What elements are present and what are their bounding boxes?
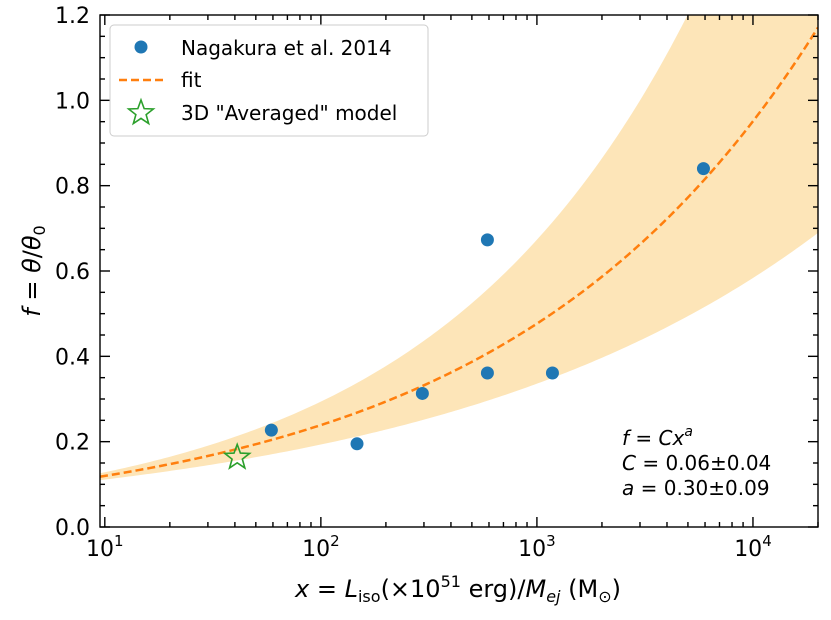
annotation-c: C = 0.06±0.04 [622,451,771,475]
legend-marker-star [126,97,156,126]
x-axis-label: x = Liso(×1051 erg)/Mej (M⊙) [294,572,621,606]
data-point [696,162,710,176]
x-tick-label: 103 [518,532,556,562]
legend-marker-nagakura [134,40,148,54]
legend-label-3d-model: 3D "Averaged" model [181,101,397,125]
legend-box [109,24,429,137]
x-tick-label: 102 [302,532,340,562]
legend-label-fit: fit [181,68,202,92]
fit-line [100,26,818,478]
data-point [480,233,494,247]
y-tick-label: 0.6 [55,260,90,285]
data-point [415,386,429,400]
x-tick-label: 101 [86,532,124,562]
y-tick-label: 0.4 [55,345,90,370]
data-point [545,366,559,380]
y-axis-label: f = θ/θ0 [18,225,49,316]
y-tick-label: 0.0 [55,516,90,541]
data-point [350,437,364,451]
legend: Nagakura et al. 2014 fit 3D "Averaged" m… [109,24,429,137]
data-point [264,423,278,437]
uncertainty-band [100,15,818,481]
y-tick-label: 0.2 [55,431,90,456]
star-point [222,442,252,470]
y-tick-label: 1.0 [55,89,90,114]
y-tick-label: 0.8 [55,175,90,200]
annotation-a: a = 0.30±0.09 [622,476,770,500]
annotation-equation: f = Cxa [622,424,693,450]
legend-label-nagakura: Nagakura et al. 2014 [181,36,392,60]
data-point [480,366,494,380]
x-tick-label: 104 [734,532,772,562]
y-tick-label: 1.2 [55,4,90,29]
